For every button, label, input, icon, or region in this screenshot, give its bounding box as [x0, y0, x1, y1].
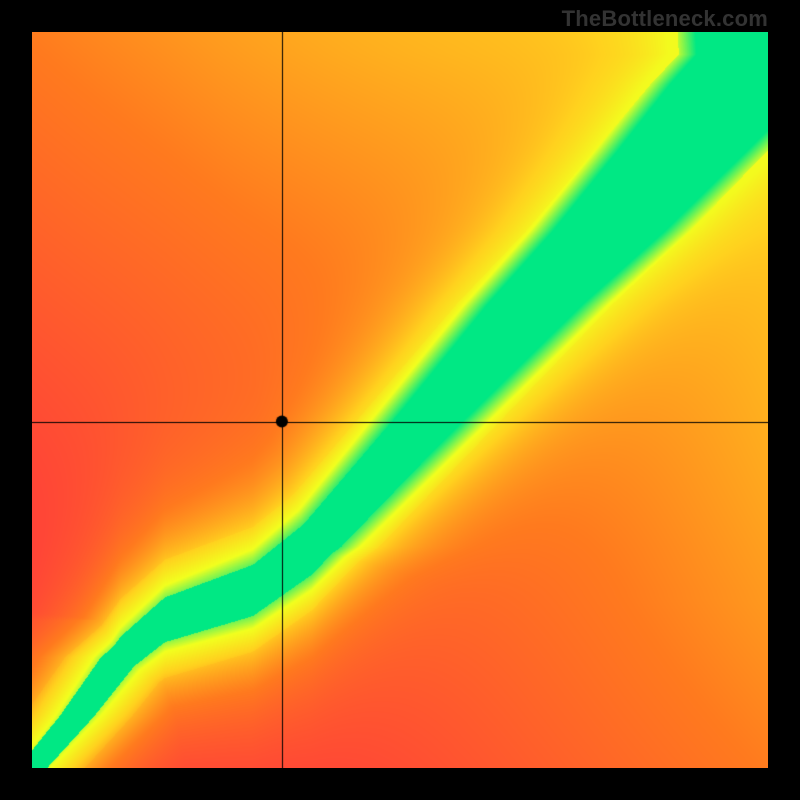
- heatmap-plot: [32, 32, 768, 768]
- chart-container: TheBottleneck.com: [0, 0, 800, 800]
- heatmap-canvas: [32, 32, 768, 768]
- watermark-text: TheBottleneck.com: [562, 6, 768, 32]
